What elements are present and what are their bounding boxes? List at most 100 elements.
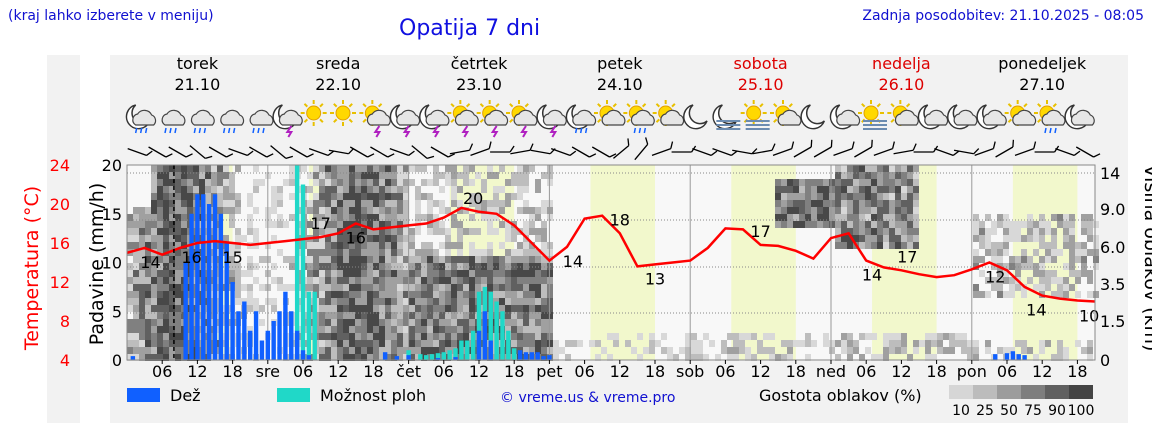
cloud-cell <box>913 235 919 242</box>
wind-arrow <box>270 145 294 160</box>
cloud-cell <box>169 319 175 326</box>
cloud-cell <box>385 291 391 298</box>
credit-link[interactable]: © vreme.us & vreme.pro <box>500 390 675 406</box>
cloud-cell <box>823 221 829 228</box>
cloud-cell <box>331 298 337 305</box>
cloud-cell <box>457 270 463 277</box>
cloud-cell <box>361 235 367 242</box>
cloud-cell <box>349 256 355 263</box>
cloud-cell <box>319 312 325 319</box>
cloud-cell <box>163 235 169 242</box>
cloud-cell <box>535 305 541 312</box>
cloud-cell <box>493 228 499 235</box>
cloud-cell <box>907 172 913 179</box>
cloud-cell <box>379 312 385 319</box>
cloud-cell <box>787 186 793 193</box>
density-tick: 75 <box>1024 403 1042 419</box>
cloud-cell <box>133 207 139 214</box>
cloud-cell <box>469 228 475 235</box>
cloud-cell <box>385 326 391 333</box>
cloud-cell <box>541 298 547 305</box>
cloud-cell <box>463 172 469 179</box>
cloud-cell <box>169 165 175 172</box>
wind-arrow <box>772 141 795 157</box>
cloud-cell <box>829 193 835 200</box>
cloud-cell <box>403 179 409 186</box>
cloud-cell <box>367 193 373 200</box>
cloud-cell <box>319 277 325 284</box>
cloud-cell <box>913 207 919 214</box>
cloud-cell <box>433 312 439 319</box>
cloud-cell <box>727 347 733 354</box>
cloud-cell <box>319 179 325 186</box>
cloud-cell <box>499 165 505 172</box>
cloud-cell <box>421 326 427 333</box>
cloud-cell <box>1069 214 1075 221</box>
cloud-cell <box>373 228 379 235</box>
cloud-cell <box>487 284 493 291</box>
cloud-cell <box>139 326 145 333</box>
cloud-cell <box>397 242 403 249</box>
cloud-cell <box>127 298 133 305</box>
x-tick-label: pet <box>536 362 562 381</box>
cloud-cell <box>397 333 403 340</box>
cloud-cell <box>1009 277 1015 284</box>
cloud-cell <box>1069 284 1075 291</box>
cloud-cell <box>463 291 469 298</box>
density-swatch <box>1069 385 1093 399</box>
shower-bar <box>453 348 458 360</box>
cloud-cell <box>391 333 397 340</box>
cloud-cell <box>1093 256 1099 263</box>
cloud-cell <box>1087 214 1093 221</box>
cloud-cell <box>505 284 511 291</box>
x-tick-label: 06 <box>152 362 172 381</box>
cloud-cell <box>865 214 871 221</box>
wind-arrow <box>974 141 996 157</box>
cloud-cell <box>847 179 853 186</box>
cloud-cell <box>847 207 853 214</box>
cloud-cell <box>1063 235 1069 242</box>
cloud-cell <box>151 340 157 347</box>
cloud-cell <box>589 340 595 347</box>
cloud-cell <box>469 291 475 298</box>
cloud-cell <box>379 298 385 305</box>
cloud-cell <box>181 193 187 200</box>
cloud-cell <box>349 354 355 361</box>
cloud-cell <box>331 340 337 347</box>
cloud-cell <box>907 214 913 221</box>
cloud-cell <box>475 277 481 284</box>
cloud-cell <box>319 228 325 235</box>
wind-arrow <box>571 146 597 158</box>
cloud-cell <box>151 228 157 235</box>
cloud-cell <box>373 305 379 312</box>
cloud-cell <box>127 214 133 221</box>
cloud-cell <box>391 235 397 242</box>
cloud-cell <box>889 235 895 242</box>
cloud-cell <box>367 165 373 172</box>
cloud-cell <box>235 235 241 242</box>
cloud-cell <box>391 193 397 200</box>
cloud-cell <box>313 172 319 179</box>
cloud-cell <box>163 326 169 333</box>
cloud-rain-icon <box>249 109 274 134</box>
cloud-cell <box>409 312 415 319</box>
cloud-cell <box>145 340 151 347</box>
cloud-cell <box>1057 284 1063 291</box>
cloud-cell <box>907 221 913 228</box>
cloud-cell <box>1021 249 1027 256</box>
cloud-cell <box>541 340 547 347</box>
cloud-cell <box>535 179 541 186</box>
cloud-cell <box>607 333 613 340</box>
cloud-cell <box>505 305 511 312</box>
cloud-cell <box>373 165 379 172</box>
cloud-cell <box>853 214 859 221</box>
cloud-cell <box>343 319 349 326</box>
cloud-cell <box>277 284 283 291</box>
cloud-cell <box>445 228 451 235</box>
rain-bar <box>382 352 388 360</box>
cloud-cell <box>331 326 337 333</box>
cloud-cell <box>901 235 907 242</box>
cloud-cell <box>313 214 319 221</box>
cloud-cell <box>1087 340 1093 347</box>
rain-bar <box>529 352 534 360</box>
